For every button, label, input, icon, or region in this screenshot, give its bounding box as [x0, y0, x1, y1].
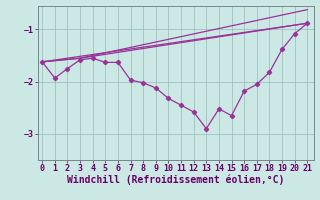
X-axis label: Windchill (Refroidissement éolien,°C): Windchill (Refroidissement éolien,°C): [67, 175, 285, 185]
